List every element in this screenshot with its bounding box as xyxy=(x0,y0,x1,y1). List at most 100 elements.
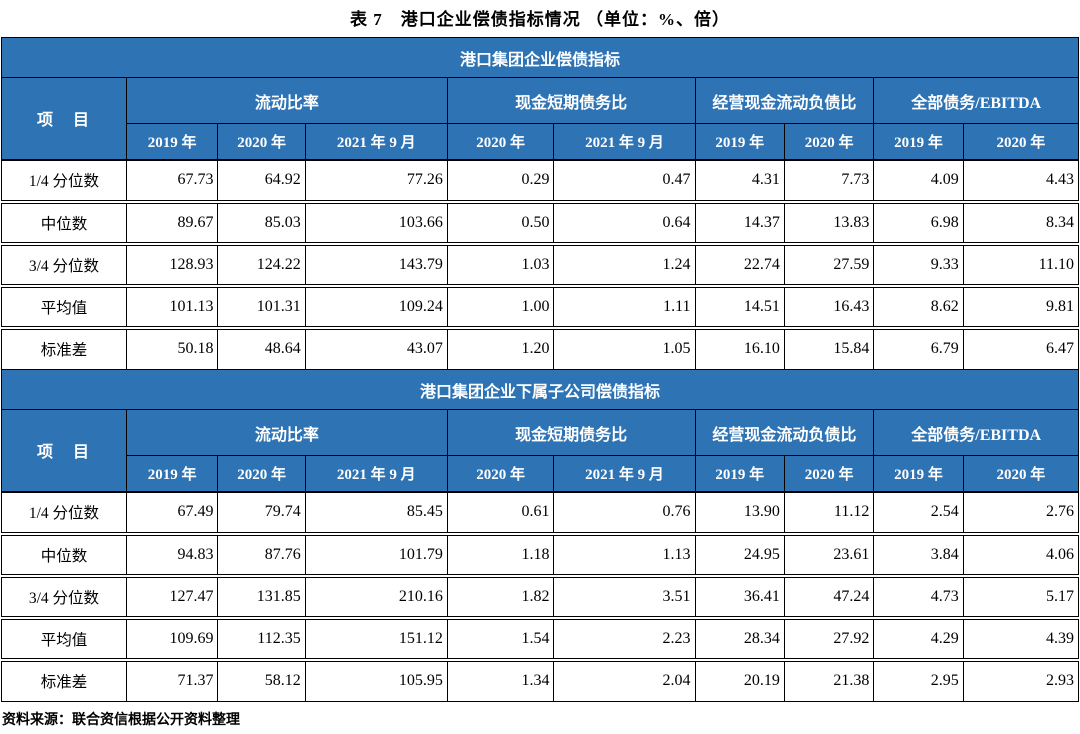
year-header-row: 2019 年 2020 年 2021 年 9 月 2020 年 2021 年 9 月 20… xyxy=(2,455,1080,493)
value-cell-1: 124.22 xyxy=(217,243,306,288)
value-cell-7: 9.33 xyxy=(873,243,964,288)
value-cell-4: 0.64 xyxy=(553,201,696,246)
row-label: 3/4 分位数 xyxy=(1,575,127,620)
item-column-header: 项 目 xyxy=(1,77,127,161)
row-label: 标准差 xyxy=(1,659,127,702)
value-cell-6: 13.83 xyxy=(783,201,875,246)
value-cell-3: 0.61 xyxy=(446,491,555,536)
value-cell-0: 67.73 xyxy=(125,159,219,204)
value-cell-7: 2.95 xyxy=(873,659,964,702)
value-cell-8: 4.39 xyxy=(962,617,1080,662)
value-cell-7: 8.62 xyxy=(873,285,964,330)
table-row: 标准差 50.18 48.64 43.07 1.20 1.05 16.10 15.84 6.79… xyxy=(1,327,1080,370)
col-year-header-2-1: 2020 年 xyxy=(783,123,875,161)
value-cell-8: 11.10 xyxy=(962,243,1080,288)
value-cell-8: 2.93 xyxy=(962,659,1080,702)
value-cell-0: 50.18 xyxy=(125,327,219,370)
col-year-header-0-0: 2019 年 xyxy=(125,123,219,161)
value-cell-8: 2.76 xyxy=(962,491,1080,536)
value-cell-7: 3.84 xyxy=(873,533,964,578)
value-cell-7: 2.54 xyxy=(873,491,964,536)
value-cell-6: 47.24 xyxy=(783,575,875,620)
value-cell-6: 27.92 xyxy=(783,617,875,662)
value-cell-6: 7.73 xyxy=(783,159,875,204)
section-title: 港口集团企业下属子公司偿债指标 xyxy=(1,369,1079,410)
value-cell-2: 85.45 xyxy=(304,491,448,536)
value-cell-4: 2.04 xyxy=(553,659,696,702)
value-cell-8: 8.34 xyxy=(962,201,1080,246)
table-row: 平均值 101.13 101.31 109.24 1.00 1.11 14.51 16.43 8… xyxy=(1,285,1080,330)
value-cell-2: 143.79 xyxy=(304,243,448,288)
value-cell-1: 112.35 xyxy=(217,617,306,662)
value-cell-5: 13.90 xyxy=(694,491,785,536)
value-cell-1: 64.92 xyxy=(217,159,306,204)
value-cell-5: 4.31 xyxy=(694,159,785,204)
value-cell-7: 4.09 xyxy=(873,159,964,204)
row-label: 3/4 分位数 xyxy=(1,243,127,288)
col-year-header-2-0: 2019 年 xyxy=(694,455,785,493)
value-cell-6: 21.38 xyxy=(783,659,875,702)
value-cell-0: 94.83 xyxy=(125,533,219,578)
col-year-header-2-1: 2020 年 xyxy=(783,455,875,493)
value-cell-2: 151.12 xyxy=(304,617,448,662)
col-year-header-1-0: 2020 年 xyxy=(446,455,555,493)
value-cell-6: 16.43 xyxy=(783,285,875,330)
group-header-row: 项 目流动比率 现金短期债务比 经营现金流动负债比 全部债务/EBITDA xyxy=(1,77,1079,161)
value-cell-2: 77.26 xyxy=(304,159,448,204)
value-cell-6: 23.61 xyxy=(783,533,875,578)
row-label: 平均值 xyxy=(1,285,127,330)
col-group-header-2: 经营现金流动负债比 xyxy=(694,409,875,456)
value-cell-6: 15.84 xyxy=(783,327,875,370)
value-cell-1: 48.64 xyxy=(217,327,306,370)
col-year-header-0-1: 2020 年 xyxy=(217,123,306,161)
value-cell-1: 101.31 xyxy=(217,285,306,330)
row-label: 中位数 xyxy=(1,533,127,578)
value-cell-2: 101.79 xyxy=(304,533,448,578)
value-cell-4: 3.51 xyxy=(553,575,696,620)
col-group-header-3: 全部债务/EBITDA xyxy=(873,77,1079,124)
value-cell-6: 27.59 xyxy=(783,243,875,288)
value-cell-5: 14.37 xyxy=(694,201,785,246)
value-cell-4: 1.11 xyxy=(553,285,696,330)
col-group-header-0: 流动比率 xyxy=(125,409,448,456)
table-row: 3/4 分位数 127.47 131.85 210.16 1.82 3.51 36.41 47… xyxy=(1,575,1080,620)
value-cell-5: 28.34 xyxy=(694,617,785,662)
value-cell-7: 6.79 xyxy=(873,327,964,370)
col-group-header-3: 全部债务/EBITDA xyxy=(873,409,1079,456)
table-section-2: 港口集团企业下属子公司偿债指标项 目流动比率 现金短期债务比 经营现金流动负债比 全部… xyxy=(1,369,1080,702)
table-title: 表 7 港口企业偿债指标情况 （单位：%、倍） xyxy=(350,10,730,29)
value-cell-3: 1.18 xyxy=(446,533,555,578)
year-header-row: 2019 年 2020 年 2021 年 9 月 2020 年 2021 年 9 月 20… xyxy=(2,123,1080,161)
table-row: 中位数 94.83 87.76 101.79 1.18 1.13 24.95 23.61 3.8… xyxy=(1,533,1080,578)
table-section-1: 港口集团企业偿债指标项 目流动比率 现金短期债务比 经营现金流动负债比 全部债务/EB… xyxy=(1,37,1080,370)
value-cell-2: 43.07 xyxy=(304,327,448,370)
value-cell-0: 89.67 xyxy=(125,201,219,246)
value-cell-3: 1.20 xyxy=(446,327,555,370)
value-cell-5: 24.95 xyxy=(694,533,785,578)
section-title: 港口集团企业偿债指标 xyxy=(1,37,1079,78)
value-cell-4: 0.76 xyxy=(553,491,696,536)
group-header-row: 项 目流动比率 现金短期债务比 经营现金流动负债比 全部债务/EBITDA xyxy=(1,409,1079,493)
value-cell-0: 67.49 xyxy=(125,491,219,536)
value-cell-7: 6.98 xyxy=(873,201,964,246)
value-cell-8: 6.47 xyxy=(962,327,1080,370)
value-cell-5: 16.10 xyxy=(694,327,785,370)
value-cell-3: 1.03 xyxy=(446,243,555,288)
value-cell-4: 1.05 xyxy=(553,327,696,370)
value-cell-3: 0.29 xyxy=(446,159,555,204)
value-cell-0: 101.13 xyxy=(125,285,219,330)
source-note: 资料来源：联合资信根据公开资料整理 xyxy=(2,713,240,728)
value-cell-8: 9.81 xyxy=(962,285,1080,330)
value-cell-2: 105.95 xyxy=(304,659,448,702)
value-cell-3: 1.54 xyxy=(446,617,555,662)
value-cell-5: 20.19 xyxy=(694,659,785,702)
value-cell-3: 1.00 xyxy=(446,285,555,330)
col-year-header-0-0: 2019 年 xyxy=(125,455,219,493)
value-cell-4: 1.13 xyxy=(553,533,696,578)
col-year-header-3-1: 2020 年 xyxy=(962,455,1080,493)
value-cell-1: 87.76 xyxy=(217,533,306,578)
table-row: 平均值 109.69 112.35 151.12 1.54 2.23 28.34 27.92 4… xyxy=(1,617,1080,662)
item-column-header: 项 目 xyxy=(1,409,127,493)
row-label: 1/4 分位数 xyxy=(1,159,127,204)
value-cell-4: 2.23 xyxy=(553,617,696,662)
